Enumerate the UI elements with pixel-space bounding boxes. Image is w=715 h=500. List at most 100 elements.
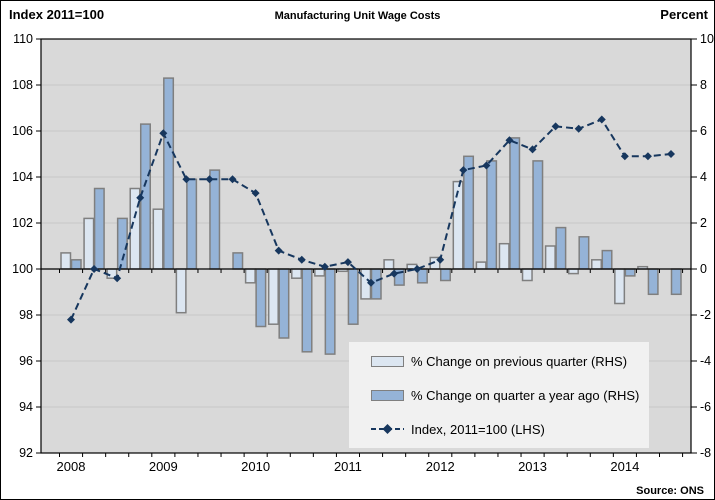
bar-year-ago [347,268,359,325]
bar-prev-quarter [544,245,556,270]
legend-item-year-ago: % Change on quarter a year ago (RHS) [349,388,649,403]
legend-swatch-year-ago-icon [371,389,404,401]
x-axis-year-label: 2010 [241,459,270,474]
left-axis-title: Index 2011=100 [9,7,105,22]
bar-prev-quarter [83,217,95,270]
index-line-marker [182,175,191,184]
bar-prev-quarter [267,268,279,325]
bar-prev-quarter [152,208,164,270]
index-line-marker [274,246,283,255]
bar-year-ago [624,268,636,277]
index-line-marker [505,136,514,145]
bar-prev-quarter [521,268,533,282]
source-note: Source: ONS [636,485,704,497]
left-axis-tick-label: 98 [19,308,33,322]
bar-year-ago [439,268,451,282]
x-axis-year-label: 2011 [334,459,362,474]
index-line-marker [528,145,537,154]
legend: % Change on previous quarter (RHS) % Cha… [349,342,649,448]
right-axis-tick-label: 6 [700,124,707,138]
index-line-marker [136,193,145,202]
bar-year-ago [555,226,567,270]
bar-prev-quarter [498,242,510,270]
bar-year-ago [70,259,82,270]
index-line-marker [597,115,606,124]
bar-prev-quarter [244,268,256,284]
index-line-marker [205,175,214,184]
index-line-marker [643,152,652,161]
bar-year-ago [209,169,221,270]
index-line-marker [667,150,676,158]
bar-year-ago [601,249,613,270]
chart-title: Manufacturing Unit Wage Costs [274,10,441,22]
bar-year-ago [232,252,244,270]
bar-prev-quarter [60,252,72,270]
right-axis-title: Percent [660,7,708,22]
right-axis-tick-label: 8 [700,78,707,92]
index-line-marker [413,265,422,273]
legend-item-prev-quarter: % Change on previous quarter (RHS) [349,354,649,369]
bar-prev-quarter [175,268,187,314]
bar-prev-quarter [314,268,326,277]
index-line-marker [297,255,306,264]
left-axis-tick-label: 104 [12,170,33,184]
bar-prev-quarter [475,261,487,270]
index-line-marker [320,262,329,271]
left-axis-tick-label: 96 [19,354,33,368]
right-axis-tick-label: 2 [700,216,707,230]
bar-year-ago [93,187,105,270]
index-line-marker [90,265,99,273]
left-axis-tick-label: 94 [19,400,33,414]
legend-dashed-line-icon [371,424,404,434]
axis-frame [40,38,692,454]
right-axis-tick-label: 10 [700,32,714,46]
index-line-marker [343,258,352,267]
index-line-marker [620,152,629,161]
bar-prev-quarter [291,268,303,279]
index-line-marker [551,122,560,131]
left-axis-tick-label: 102 [12,216,33,230]
legend-label-prev-quarter: % Change on previous quarter (RHS) [411,353,628,369]
bar-year-ago [578,236,590,270]
bar-year-ago [301,268,313,353]
right-axis-tick-label: 4 [700,170,707,184]
bar-year-ago [647,268,659,296]
left-axis-tick-label: 92 [19,446,33,460]
index-line-marker [251,189,260,198]
left-axis-tick-label: 108 [12,78,33,92]
right-axis-tick-label: -2 [700,308,711,322]
index-line-marker [159,129,168,138]
bar-prev-quarter [383,259,395,270]
index-line-marker [67,315,75,324]
left-axis-tick-label: 110 [13,32,33,46]
x-axis-year-label: 2008 [57,459,86,474]
index-line-marker [367,278,376,287]
left-axis-tick-label: 100 [12,262,33,276]
legend-label-year-ago: % Change on quarter a year ago (RHS) [411,387,640,403]
bar-year-ago [163,77,175,270]
index-line-marker [390,269,399,278]
bar-year-ago [324,268,336,355]
bar-year-ago [509,137,521,270]
x-axis-year-label: 2009 [149,459,178,474]
bar-year-ago [186,178,198,270]
bar-year-ago [255,268,267,328]
legend-label-index-line: Index, 2011=100 (LHS) [411,421,545,437]
bar-prev-quarter [567,268,579,275]
left-axis-tick-label: 106 [12,124,33,138]
bar-year-ago [486,160,498,270]
right-axis-tick-label: -4 [700,354,711,368]
bar-year-ago [670,268,682,296]
bar-year-ago [278,268,290,339]
x-axis-year-label: 2013 [518,459,547,474]
index-line-marker [113,274,122,283]
index-line-marker [436,255,445,264]
x-axis-year-label: 2012 [426,459,455,474]
bar-year-ago [463,155,475,270]
bar-year-ago [532,160,544,270]
bar-year-ago [116,217,128,270]
right-axis-tick-label: -8 [700,446,711,460]
x-axis-year-label: 2014 [610,459,639,474]
